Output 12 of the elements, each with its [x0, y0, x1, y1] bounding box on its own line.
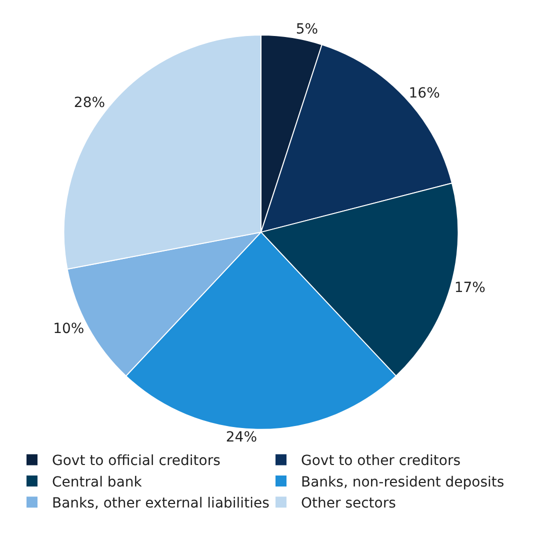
legend-label: Govt to official creditors	[52, 453, 220, 470]
legend-label: Banks, other external liabilities	[52, 496, 270, 512]
data-label: 28%	[74, 95, 106, 112]
legend-label: Other sectors	[301, 496, 396, 512]
legend-label: Banks, non-resident deposits	[301, 474, 504, 490]
legend-label: Govt to other creditors	[301, 453, 461, 470]
data-label: 5%	[296, 22, 318, 38]
legend-label: Central bank	[52, 474, 143, 490]
data-label: 10%	[53, 321, 84, 338]
data-label: 24%	[226, 429, 257, 446]
data-label: 16%	[408, 85, 440, 102]
data-label: 17%	[454, 280, 486, 296]
